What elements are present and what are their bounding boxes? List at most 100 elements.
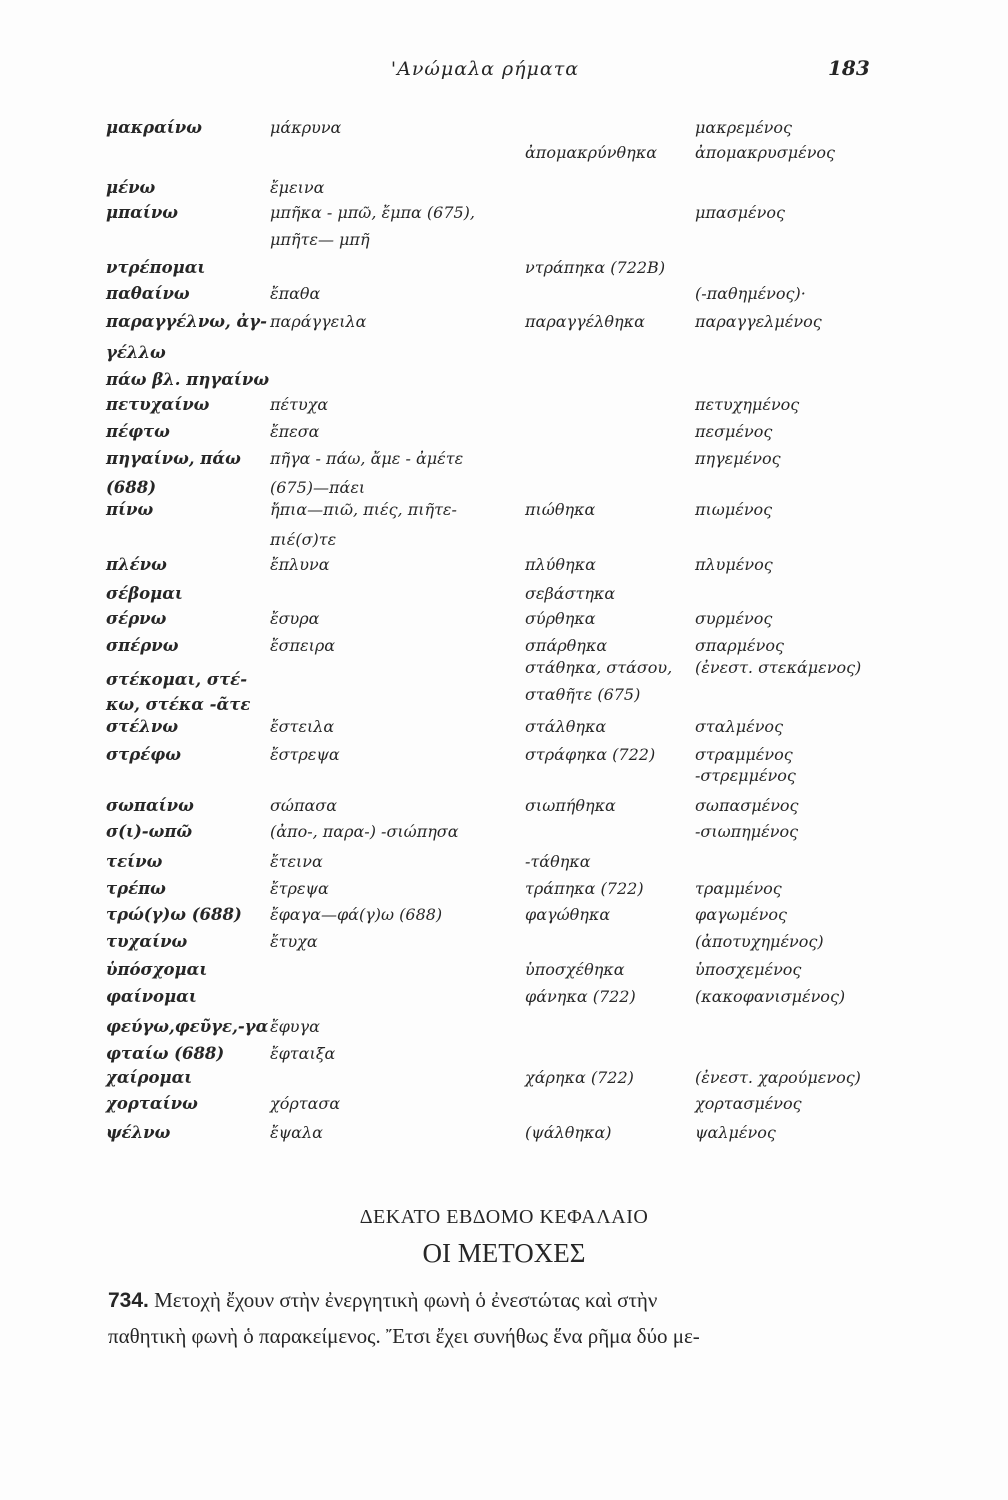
verb: πέφτω bbox=[106, 422, 170, 441]
verb: (688) bbox=[106, 478, 157, 497]
verb: στέκομαι, στέ- bbox=[106, 670, 248, 689]
participle: χορτασμένος bbox=[695, 1094, 802, 1113]
participle: πηγεμένος bbox=[695, 449, 781, 468]
aorist: πῆγα - πάω, ἄμε - ἀμέτε bbox=[270, 449, 464, 468]
verb: φαίνομαι bbox=[106, 987, 197, 1006]
verb: στέλνω bbox=[106, 717, 179, 736]
aorist: ἔσπειρα bbox=[270, 636, 336, 655]
participle: στραμμένος bbox=[695, 745, 793, 764]
participle: ὑποσχεμένος bbox=[695, 960, 802, 979]
verb: τρέπω bbox=[106, 879, 166, 898]
aorist: ἔτυχα bbox=[270, 932, 318, 951]
participle: (κακοφανισμένος) bbox=[695, 987, 846, 1006]
participle: φαγωμένος bbox=[695, 905, 787, 924]
verb: μπαίνω bbox=[106, 203, 178, 222]
aorist: ἔσυρα bbox=[270, 609, 320, 628]
verb: μένω bbox=[106, 178, 156, 197]
verb: χαίρομαι bbox=[106, 1068, 193, 1087]
paragraph-line: παθητικὴ φωνὴ ὁ παρακείμενος. Ἔτσι ἔχει … bbox=[108, 1318, 700, 1354]
aorist: μπῆτε— μπῆ bbox=[270, 230, 370, 249]
passive-aorist: -τάθηκα bbox=[525, 852, 591, 871]
aorist: χόρτασα bbox=[270, 1094, 341, 1113]
participle: παραγγελμένος bbox=[695, 312, 822, 331]
passive-aorist: στράφηκα (722) bbox=[525, 745, 656, 764]
verb: πετυχαίνω bbox=[106, 395, 210, 414]
aorist: ἔμεινα bbox=[270, 178, 325, 197]
participle: συρμένος bbox=[695, 609, 773, 628]
verb: πάω βλ. πηγαίνω bbox=[106, 370, 270, 389]
aorist: πιέ(σ)τε bbox=[270, 530, 337, 549]
verb: παραγγέλνω, ἀγ- bbox=[106, 312, 267, 331]
page-number: 183 bbox=[828, 56, 870, 80]
participle: (ἀποτυχημένος) bbox=[695, 932, 824, 951]
participle: (ἐνεστ. χαρούμενος) bbox=[695, 1068, 861, 1087]
passive-aorist: τράπηκα (722) bbox=[525, 879, 644, 898]
verb: σέβομαι bbox=[106, 584, 183, 603]
participle: -στρεμμένος bbox=[695, 766, 796, 785]
running-head: 'Ανώμαλα ρήματα bbox=[390, 58, 580, 80]
participle: πετυχημένος bbox=[695, 395, 800, 414]
participle: πιωμένος bbox=[695, 500, 773, 519]
participle: πεσμένος bbox=[695, 422, 773, 441]
verb: πλένω bbox=[106, 555, 167, 574]
aorist: μπῆκα - μπῶ, ἔμπα (675), bbox=[270, 203, 476, 222]
verb: γέλλω bbox=[106, 343, 166, 362]
verb: σωπαίνω bbox=[106, 796, 194, 815]
participle: -σιωπημένος bbox=[695, 822, 799, 841]
participle: μπασμένος bbox=[695, 203, 785, 222]
passive-aorist: χάρηκα (722) bbox=[525, 1068, 634, 1087]
participle: (ἐνεστ. στεκάμενος) bbox=[695, 658, 862, 677]
aorist: ἔπεσα bbox=[270, 422, 320, 441]
passive-aorist: ντράπηκα (722Β) bbox=[525, 258, 666, 277]
passive-aorist: (ψάλθηκα) bbox=[525, 1123, 612, 1142]
aorist: ἔφταιξα bbox=[270, 1044, 336, 1063]
passive-aorist: ὑποσχέθηκα bbox=[525, 960, 625, 979]
aorist: ἔφυγα bbox=[270, 1017, 320, 1036]
paragraph-text: Μετοχὴ ἔχουν στὴν ἐνεργητικὴ φωνὴ ὁ ἐνεσ… bbox=[154, 1288, 658, 1312]
aorist: ἔφαγα—φά(γ)ω (688) bbox=[270, 905, 443, 924]
participle: μακρεμένος bbox=[695, 118, 792, 137]
aorist: ἔστρεψα bbox=[270, 745, 340, 764]
aorist: (675)—πάει bbox=[270, 478, 366, 497]
aorist: ἔτρεψα bbox=[270, 879, 329, 898]
participle: σωπασμένος bbox=[695, 796, 799, 815]
aorist: (ἀπο-, παρα-) -σιώπησα bbox=[270, 822, 459, 841]
verb: σέρνω bbox=[106, 609, 167, 628]
passive-aorist: σεβάστηκα bbox=[525, 584, 616, 603]
participle: ψαλμένος bbox=[695, 1123, 776, 1142]
aorist: πέτυχα bbox=[270, 395, 329, 414]
paragraph-text: παθητικὴ φωνὴ ὁ παρακείμενος. Ἔτσι ἔχει … bbox=[108, 1324, 700, 1348]
verb: ψέλνω bbox=[106, 1123, 171, 1142]
verb: μακραίνω bbox=[106, 118, 202, 137]
aorist: μάκρυνα bbox=[270, 118, 342, 137]
verb: κω, στέκα -ᾶτε bbox=[106, 695, 251, 714]
passive-aorist: σύρθηκα bbox=[525, 609, 596, 628]
passive-aorist: παραγγέλθηκα bbox=[525, 312, 645, 331]
aorist: ἔστειλα bbox=[270, 717, 335, 736]
passive-aorist: πλύθηκα bbox=[525, 555, 596, 574]
verb: χορταίνω bbox=[106, 1094, 198, 1113]
aorist: ἔψαλα bbox=[270, 1123, 323, 1142]
participle: ἀπομακρυσμένος bbox=[695, 143, 836, 162]
passive-aorist: στάθηκα, στάσου, bbox=[525, 658, 673, 677]
verb: ὑπόσχομαι bbox=[106, 960, 208, 979]
verb: σπέρνω bbox=[106, 636, 179, 655]
aorist: σώπασα bbox=[270, 796, 338, 815]
verb: παθαίνω bbox=[106, 284, 190, 303]
paragraph-line: 734. Μετοχὴ ἔχουν στὴν ἐνεργητικὴ φωνὴ ὁ… bbox=[108, 1282, 657, 1319]
verb: τείνω bbox=[106, 852, 163, 871]
participle: πλυμένος bbox=[695, 555, 773, 574]
passive-aorist: σπάρθηκα bbox=[525, 636, 608, 655]
verb: φταίω (688) bbox=[106, 1044, 225, 1063]
aorist: ἤπια—πιῶ, πιές, πιῆτε- bbox=[270, 500, 457, 519]
verb: τρώ(γ)ω (688) bbox=[106, 905, 242, 924]
passive-aorist: φάνηκα (722) bbox=[525, 987, 636, 1006]
verb: πίνω bbox=[106, 500, 154, 519]
verb: φεύγω,φεῦγε,-γα bbox=[106, 1017, 269, 1036]
passive-aorist: στάλθηκα bbox=[525, 717, 607, 736]
passive-aorist: σιωπήθηκα bbox=[525, 796, 616, 815]
passive-aorist: φαγώθηκα bbox=[525, 905, 611, 924]
participle: σπαρμένος bbox=[695, 636, 784, 655]
verb: πηγαίνω, πάω bbox=[106, 449, 241, 468]
